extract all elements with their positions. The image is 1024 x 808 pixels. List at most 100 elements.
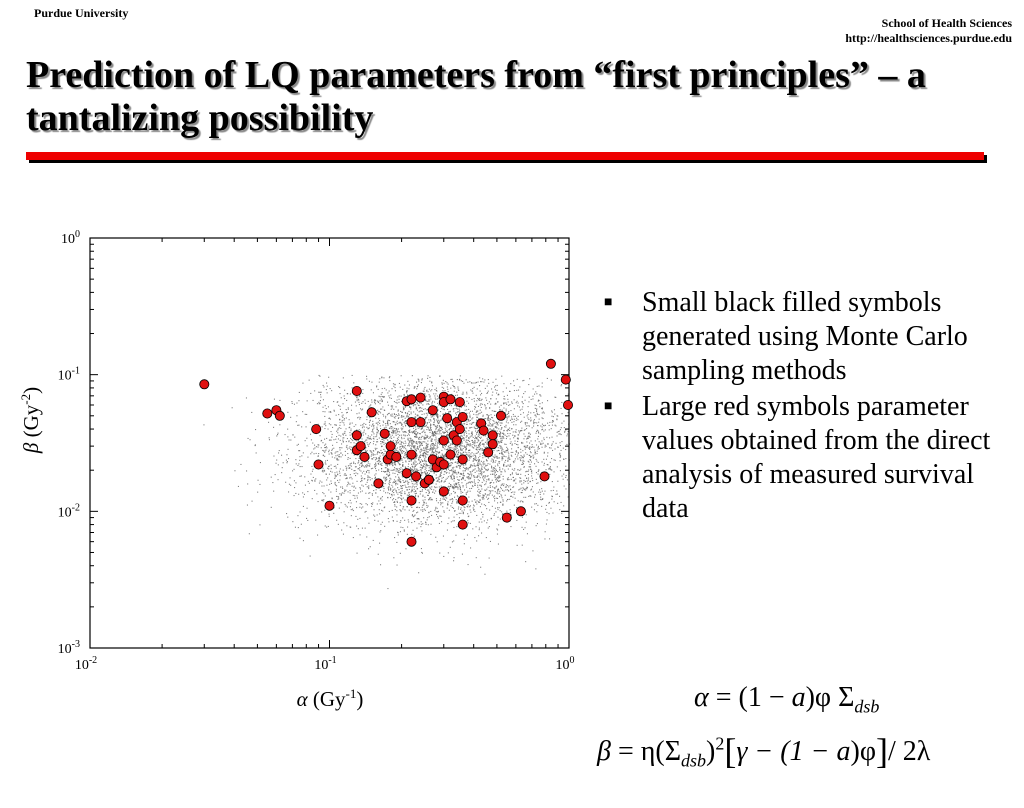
cloud-dot: [500, 441, 502, 443]
cloud-dot: [511, 472, 513, 474]
cloud-dot: [337, 523, 339, 525]
cloud-dot: [479, 409, 481, 411]
cloud-dot: [460, 453, 462, 455]
cloud-dot: [301, 455, 303, 457]
cloud-dot: [456, 455, 458, 457]
cloud-dot: [549, 461, 551, 463]
cloud-dot: [562, 478, 564, 480]
cloud-dot: [530, 412, 532, 414]
cloud-dot: [413, 446, 415, 448]
cloud-dot: [503, 483, 505, 485]
cloud-dot: [335, 455, 337, 457]
cloud-dot: [366, 416, 368, 418]
cloud-dot: [462, 486, 464, 488]
cloud-dot: [455, 406, 457, 408]
cloud-dot: [497, 432, 499, 434]
cloud-dot: [371, 505, 373, 507]
cloud-dot: [527, 470, 529, 472]
cloud-dot: [420, 410, 422, 412]
cloud-dot: [517, 405, 519, 407]
cloud-dot: [356, 400, 358, 402]
cloud-dot: [428, 512, 430, 514]
cloud-dot: [427, 451, 429, 453]
cloud-dot: [318, 391, 320, 393]
cloud-dot: [454, 469, 456, 471]
cloud-dot: [479, 506, 481, 508]
cloud-dot: [420, 491, 422, 493]
cloud-dot: [552, 512, 554, 514]
cloud-dot: [404, 440, 406, 442]
cloud-dot: [379, 503, 381, 505]
cloud-dot: [345, 505, 347, 507]
cloud-dot: [567, 393, 569, 395]
cloud-dot: [365, 433, 367, 435]
cloud-dot: [320, 394, 322, 396]
cloud-dot: [431, 488, 433, 490]
cloud-dot: [507, 460, 509, 462]
cloud-dot: [405, 431, 407, 433]
cloud-dot: [413, 445, 415, 447]
slide-title: Prediction of LQ parameters from “first …: [26, 54, 926, 139]
cloud-dot: [354, 497, 356, 499]
cloud-dot: [497, 441, 499, 443]
cloud-dot: [497, 465, 499, 467]
cloud-dot: [293, 468, 295, 470]
cloud-dot: [312, 476, 314, 478]
cloud-dot: [322, 454, 324, 456]
cloud-dot: [324, 421, 326, 423]
cloud-dot: [546, 436, 548, 438]
cloud-dot: [376, 426, 378, 428]
cloud-dot: [349, 463, 351, 465]
cloud-dot: [450, 425, 452, 427]
cloud-dot: [456, 447, 458, 449]
cloud-dot: [441, 419, 443, 421]
cloud-dot: [356, 413, 358, 415]
cloud-dot: [487, 486, 489, 488]
cloud-dot: [360, 408, 362, 410]
cloud-dot: [353, 461, 355, 463]
cloud-dot: [473, 458, 475, 460]
cloud-dot: [538, 491, 540, 493]
cloud-dot: [517, 473, 519, 475]
cloud-dot: [455, 446, 457, 448]
cloud-dot: [513, 504, 515, 506]
cloud-dot: [513, 469, 515, 471]
cloud-dot: [480, 490, 482, 492]
cloud-dot: [412, 445, 414, 447]
cloud-dot: [255, 429, 257, 431]
cloud-dot: [324, 423, 326, 425]
cloud-dot: [416, 456, 418, 458]
cloud-dot: [450, 498, 452, 500]
cloud-dot: [457, 463, 459, 465]
cloud-dot: [399, 440, 401, 442]
cloud-dot: [444, 471, 446, 473]
cloud-dot: [504, 494, 506, 496]
cloud-dot: [380, 464, 382, 466]
cloud-dot: [490, 481, 492, 483]
cloud-dot: [463, 509, 465, 511]
cloud-dot: [528, 384, 530, 386]
cloud-dot: [471, 398, 473, 400]
cloud-dot: [351, 433, 353, 435]
cloud-dot: [306, 517, 308, 519]
cloud-dot: [480, 437, 482, 439]
cloud-dot: [437, 442, 439, 444]
cloud-dot: [347, 407, 349, 409]
cloud-dot: [390, 397, 392, 399]
cloud-dot: [509, 427, 511, 429]
cloud-dot: [524, 423, 526, 425]
cloud-dot: [525, 489, 527, 491]
cloud-dot: [546, 377, 548, 379]
cloud-dot: [461, 553, 463, 555]
cloud-dot: [324, 447, 326, 449]
cloud-dot: [478, 398, 480, 400]
cloud-dot: [482, 475, 484, 477]
cloud-dot: [459, 487, 461, 489]
cloud-dot: [446, 497, 448, 499]
cloud-dot: [344, 398, 346, 400]
cloud-dot: [537, 447, 539, 449]
cloud-dot: [430, 464, 432, 466]
cloud-dot: [526, 488, 528, 490]
cloud-dot: [418, 442, 420, 444]
cloud-dot: [503, 490, 505, 492]
